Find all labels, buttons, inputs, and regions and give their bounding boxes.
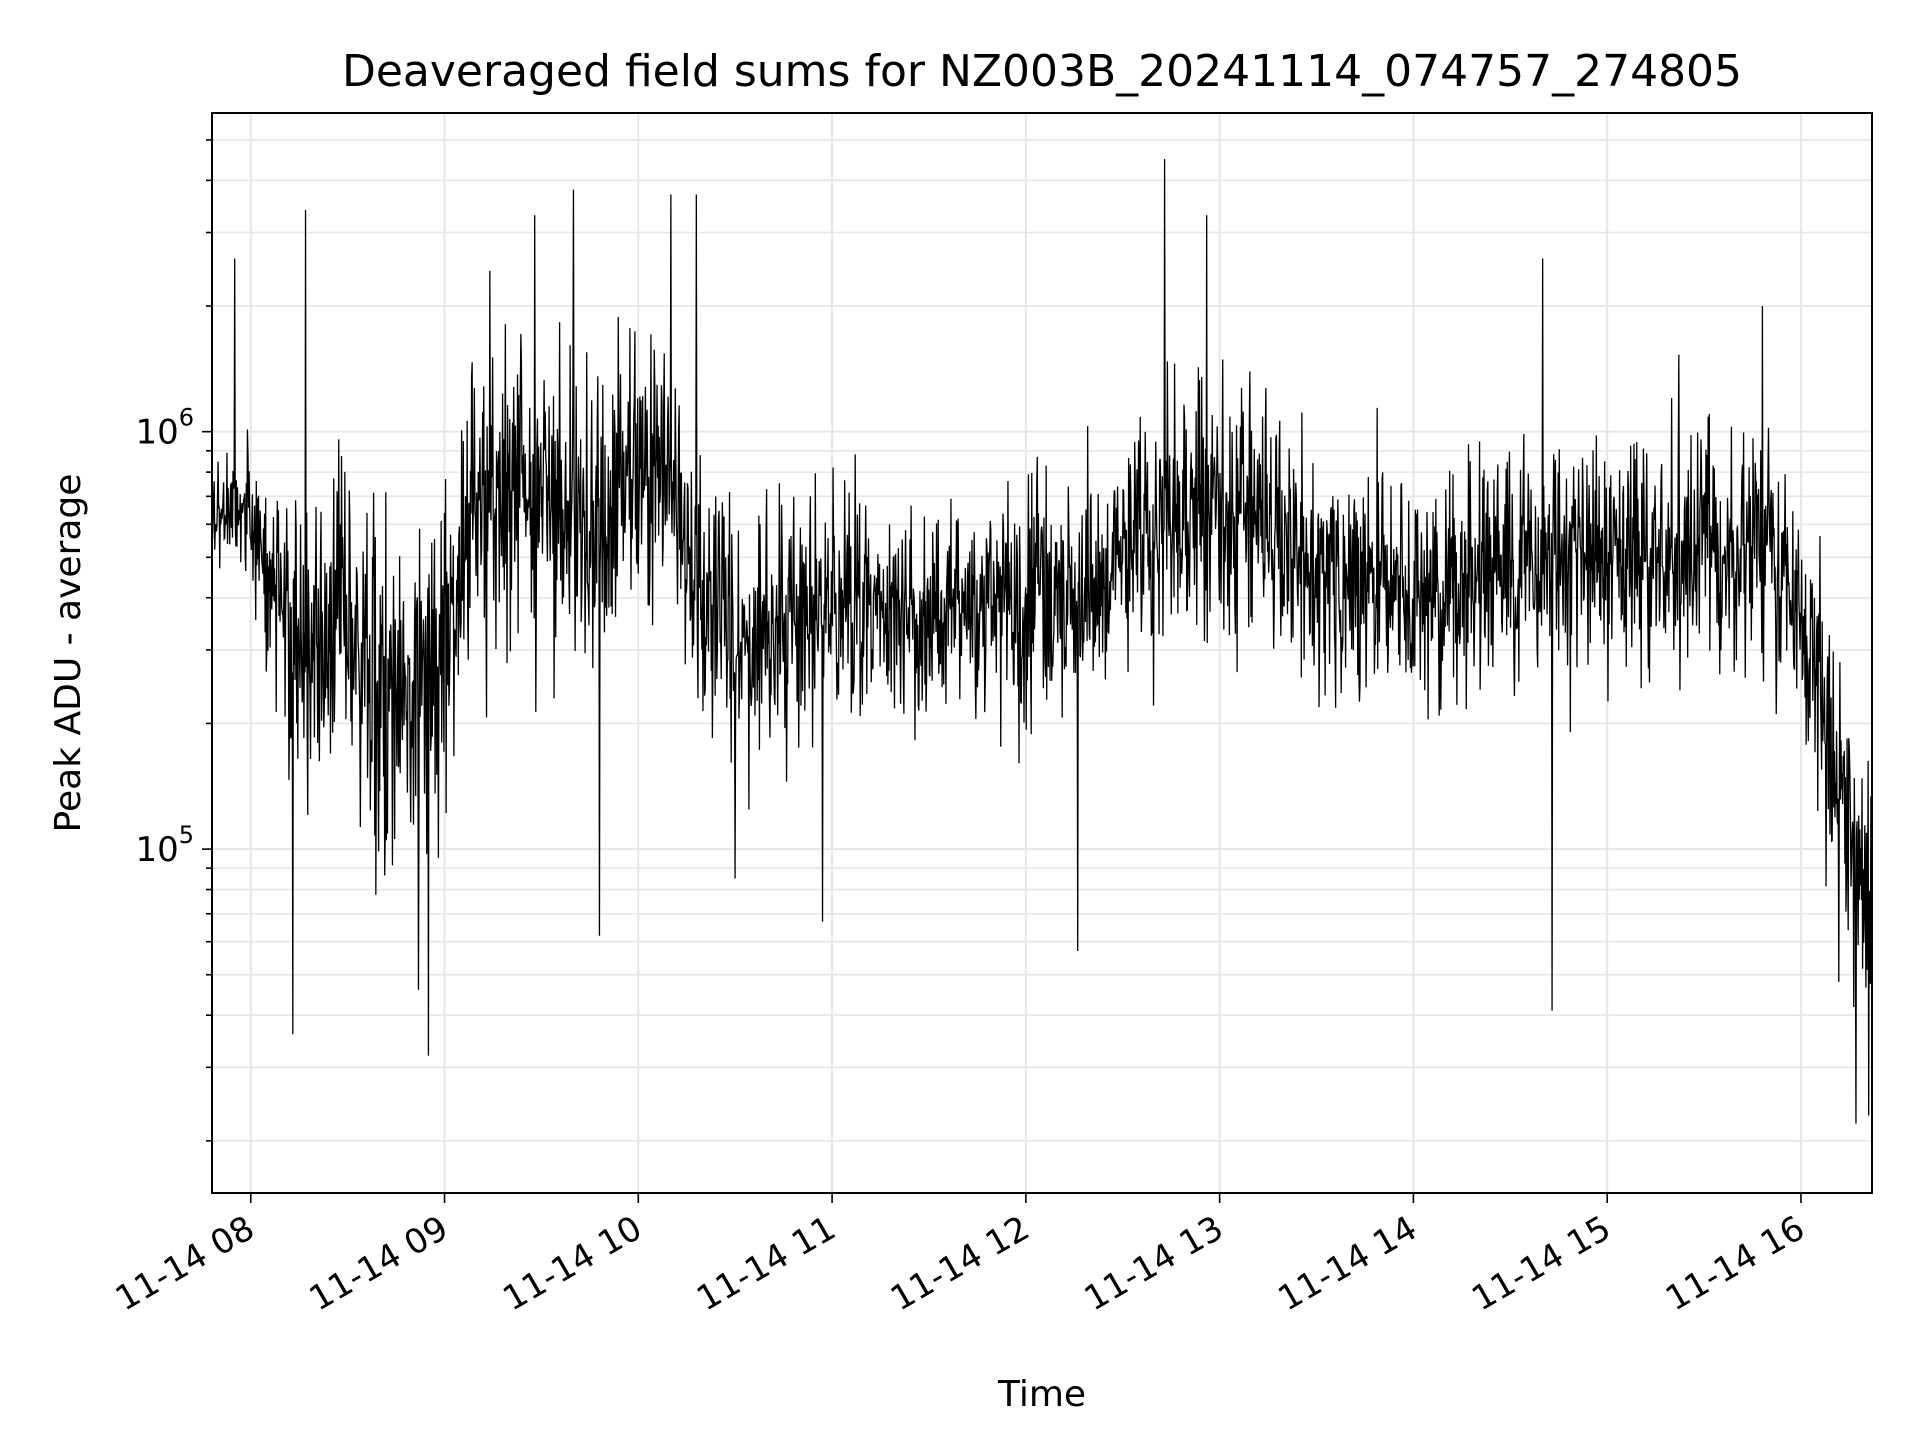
series-line [211, 159, 1873, 1124]
y-tick-label: 105 [135, 821, 194, 870]
chart-title: Deaveraged field sums for NZ003B_2024111… [342, 46, 1742, 97]
series-layer [211, 159, 1873, 1124]
plot-frame [211, 112, 1873, 1194]
x-axis-label: Time [997, 1374, 1086, 1415]
y-tick-label: 106 [135, 404, 194, 453]
y-axis-label: Peak ADU - average [48, 474, 89, 833]
